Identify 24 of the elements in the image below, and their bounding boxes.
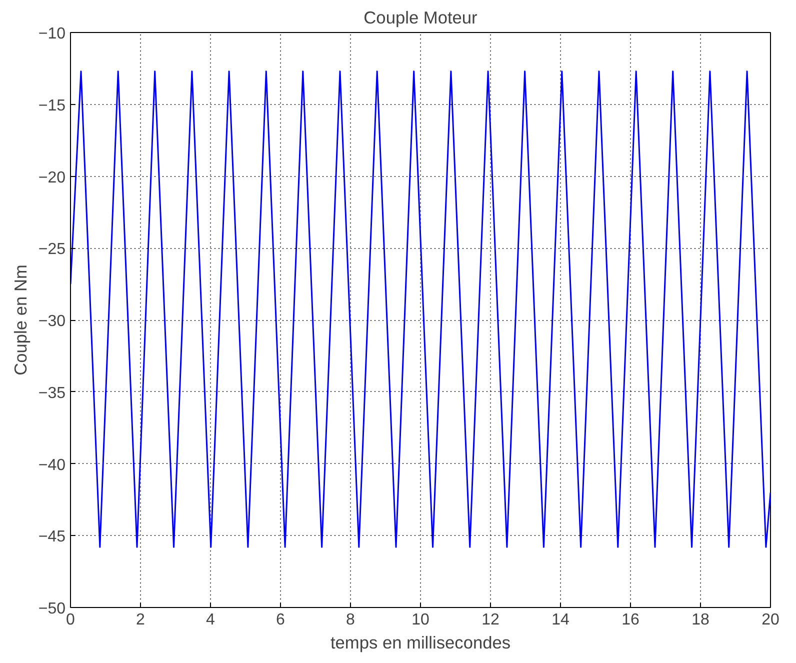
x-tick-label: 6 [276, 612, 286, 628]
y-tick-label: −20 [38, 169, 66, 186]
y-tick-label: −45 [38, 528, 66, 546]
chart-title: Couple Moteur [364, 8, 478, 28]
y-tick-label: −10 [38, 26, 66, 42]
x-tick-label: 12 [482, 612, 500, 628]
line-series [70, 70, 770, 548]
y-tick-label: −50 [38, 600, 66, 618]
x-tick-label: 10 [412, 612, 430, 628]
x-tick-label: 4 [206, 612, 216, 628]
y-tick-label: −35 [38, 384, 66, 402]
x-tick-label: 20 [762, 612, 780, 628]
x-tick-label: 14 [552, 612, 570, 628]
x-tick-label: 16 [622, 612, 640, 628]
x-axis-title: temps en millisecondes [330, 632, 511, 652]
y-tick-label: −30 [38, 313, 66, 330]
x-tick-label: 8 [346, 612, 356, 628]
y-axis-title: Couple en Nm [10, 264, 30, 376]
x-tick-label: 0 [66, 612, 76, 628]
y-tick-label: −15 [38, 97, 66, 114]
x-tick-label: 18 [692, 612, 710, 628]
y-tick-label: −40 [38, 456, 66, 474]
x-tick-label: 2 [136, 612, 146, 628]
y-tick-label: −25 [38, 241, 66, 258]
